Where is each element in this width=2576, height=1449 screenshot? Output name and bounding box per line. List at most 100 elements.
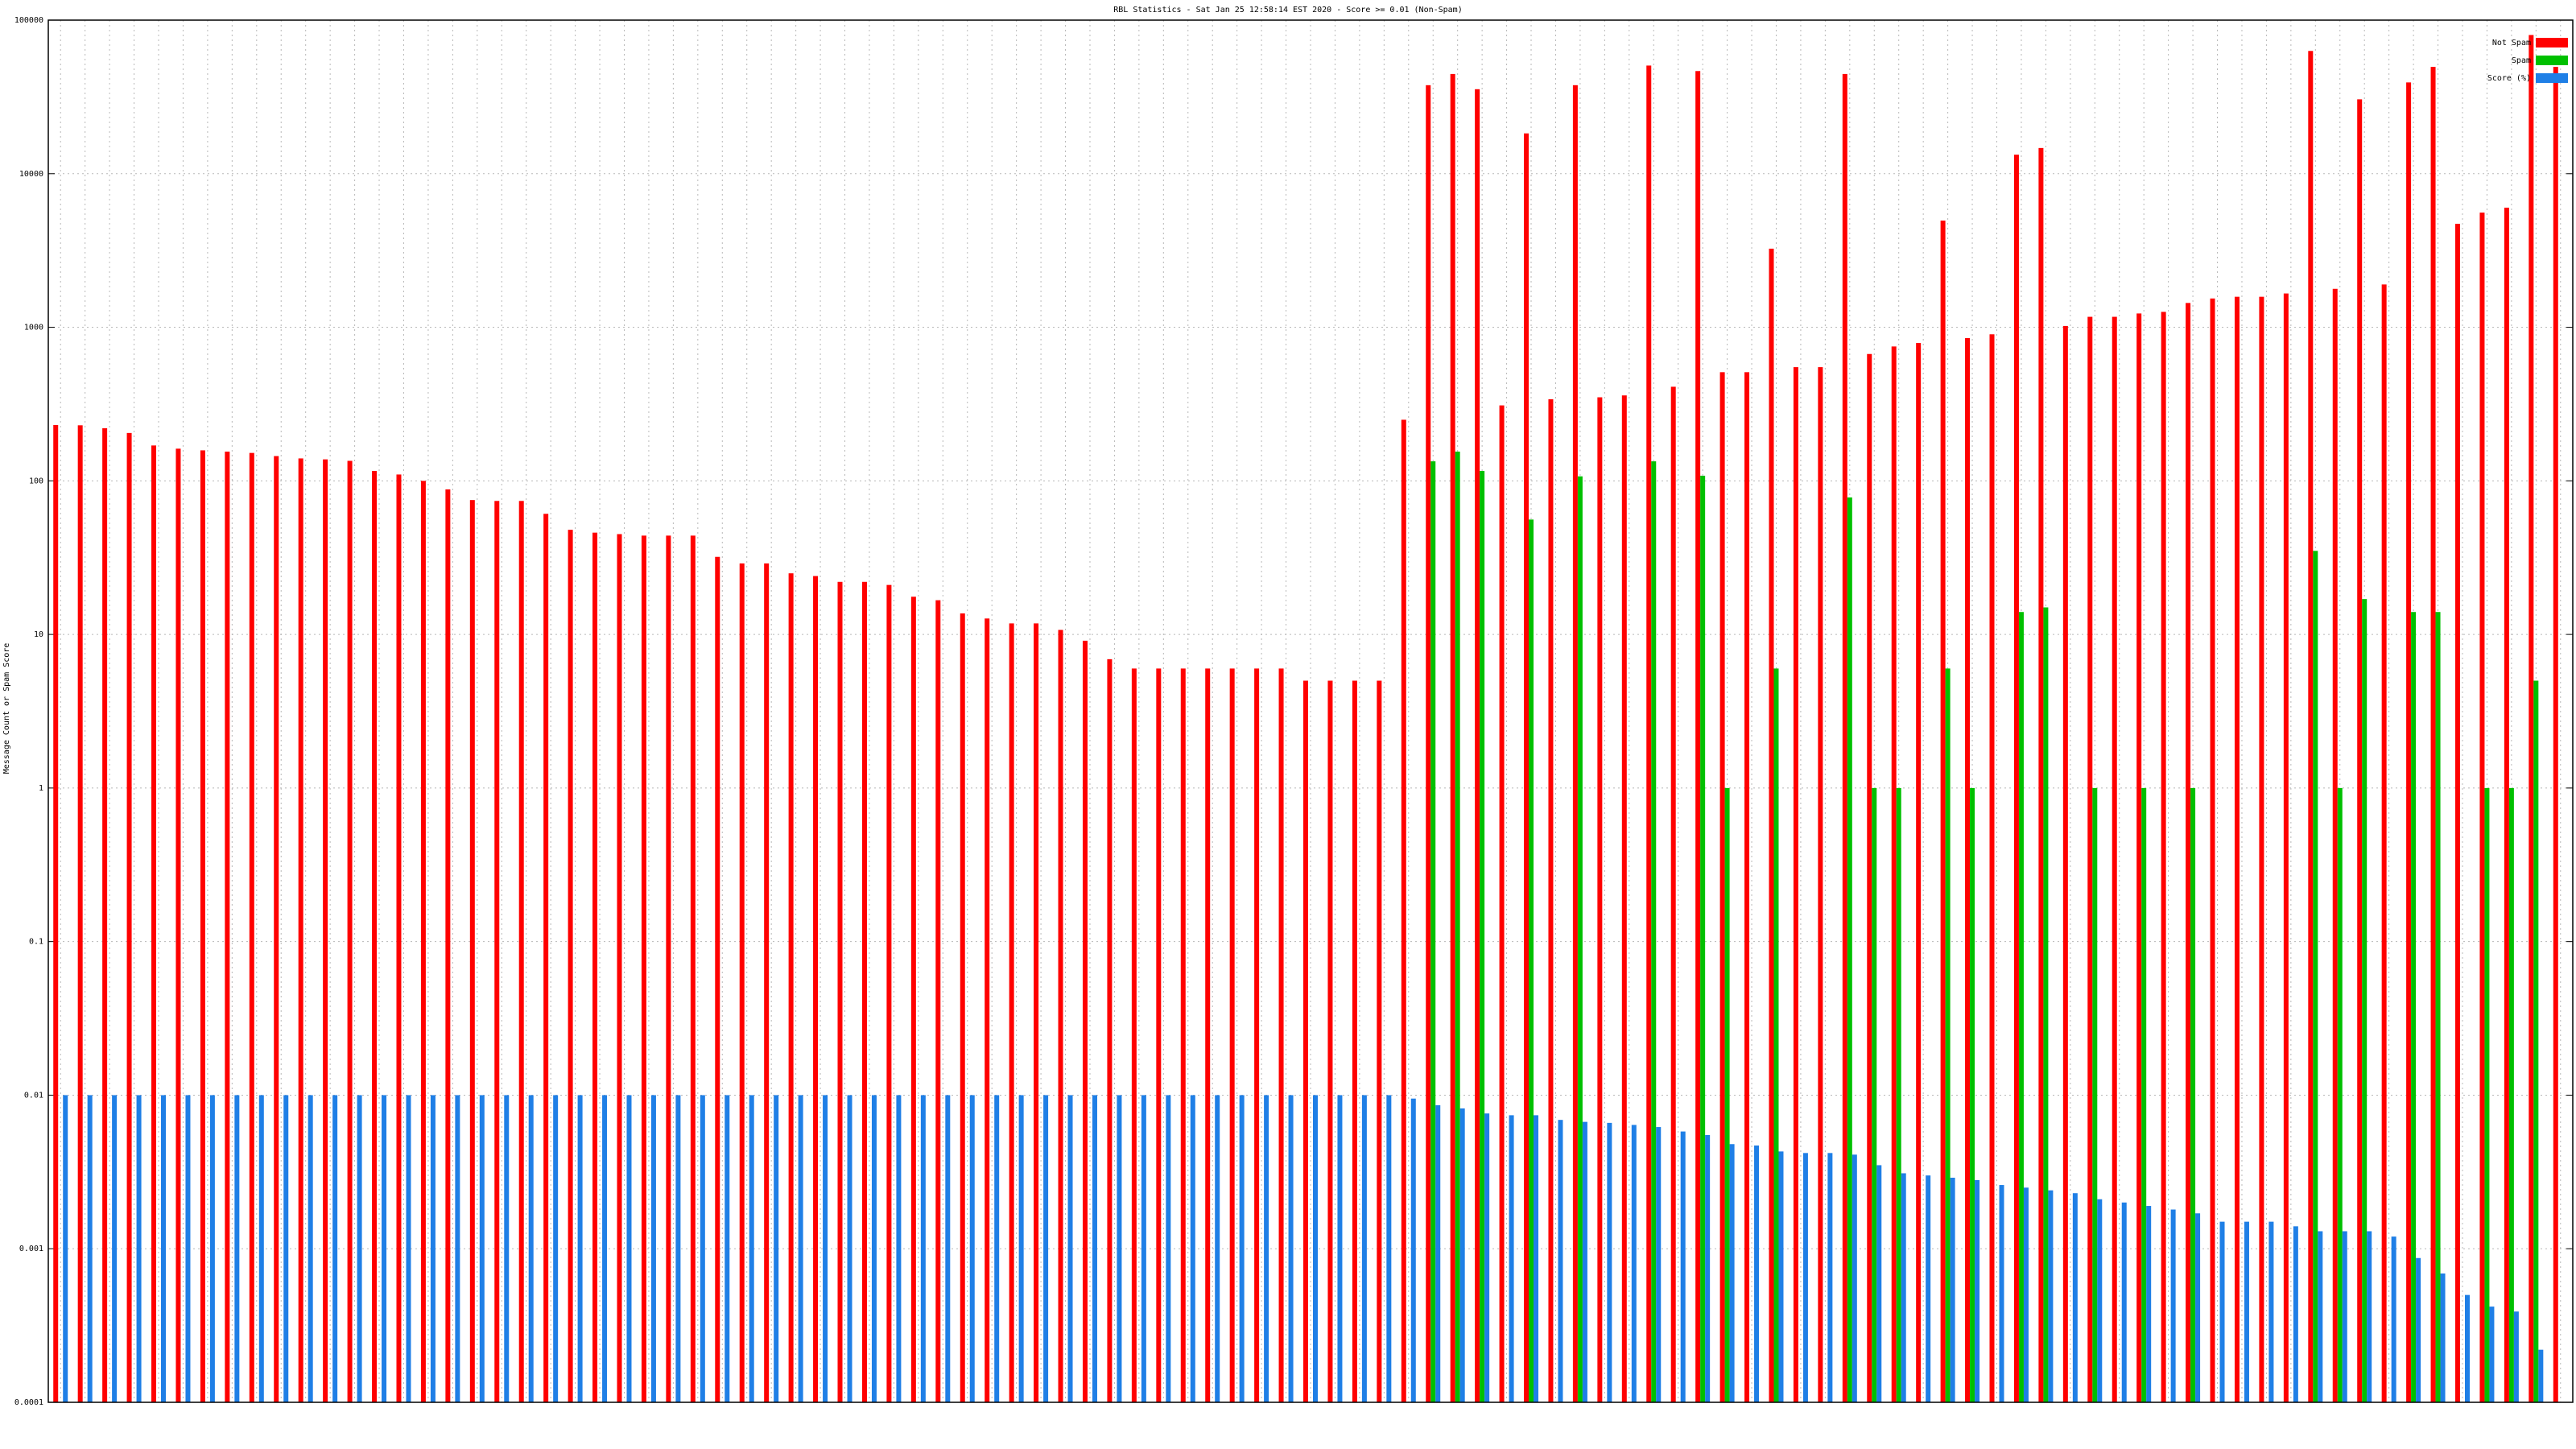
bar [1131,668,1137,1402]
bar [2391,1236,2396,1402]
bar [1205,668,1211,1402]
bar [1754,1146,1760,1402]
bar [813,576,819,1403]
bar [1773,668,1779,1402]
bar [1426,85,1431,1402]
bar [715,556,720,1402]
bar [788,573,794,1402]
bar [1646,65,1652,1402]
bar [1264,1095,1269,1402]
bar [985,618,990,1402]
y-tick-label: 100000 [14,16,43,25]
bar [1651,461,1657,1403]
bar [1793,367,1798,1402]
bar [602,1095,608,1402]
bar [1940,221,1946,1403]
bar [2048,1190,2054,1402]
bar [2513,1311,2519,1402]
bar [2259,296,2264,1402]
bar [2454,223,2460,1402]
bar [1744,372,1750,1402]
bar [2038,147,2044,1403]
bar [2484,787,2490,1402]
bar [1631,1125,1637,1402]
bar [2406,82,2412,1403]
bar [1695,71,1701,1402]
bar [1377,680,1382,1402]
bar [2092,787,2098,1402]
bar [274,456,279,1403]
bar [1724,787,1730,1402]
bar [994,1095,1000,1402]
bar [234,1095,240,1402]
bar [1916,343,1922,1402]
bar [445,489,451,1402]
bar [469,500,475,1402]
bar [1577,476,1583,1402]
bar [136,1095,142,1402]
bar [861,581,867,1402]
legend-label: Spam [2512,56,2531,65]
bar [1852,1154,1857,1402]
bar [1621,395,1627,1403]
bar [2210,298,2215,1402]
bar [577,1095,583,1402]
bar [1484,1113,1490,1402]
bar [700,1095,705,1402]
bar [2489,1307,2495,1402]
bar [2318,1231,2323,1402]
bar [1180,668,1186,1402]
y-tick-label: 0.1 [29,938,43,947]
bar [518,501,524,1402]
y-tick-label: 0.0001 [14,1398,43,1407]
bar [455,1095,460,1402]
bar [2043,607,2049,1402]
bar [2062,325,2068,1403]
bar [298,458,303,1402]
bar [724,1095,730,1402]
bar [1058,630,1063,1402]
bar [102,428,108,1402]
bar [2244,1221,2249,1402]
bar [1067,1095,1073,1402]
bar [63,1095,68,1402]
bar [494,501,500,1402]
bar [2435,612,2441,1402]
bar [2161,312,2166,1402]
bar [2357,99,2363,1402]
bar [1117,1095,1122,1402]
bar [1534,1115,1539,1402]
bar [1435,1104,1441,1402]
bar [1459,1108,1465,1402]
bar [2367,1231,2372,1402]
bar [1239,1095,1245,1402]
bar [592,532,598,1402]
bar [910,597,916,1402]
bar [1847,497,1852,1402]
bar [935,600,941,1402]
bar [1107,658,1113,1402]
bar [200,450,205,1402]
bar [1670,386,1676,1403]
bar [1386,1095,1392,1402]
bar [53,424,59,1402]
bar [1680,1131,1686,1402]
y-tick-label: 10 [34,630,43,639]
bar [161,1095,167,1402]
bar [945,1095,951,1402]
bar [1278,668,1284,1402]
bar [2136,313,2142,1402]
bar [2087,316,2093,1402]
bar [406,1095,411,1402]
bar [1548,398,1554,1402]
bar [1705,1134,1711,1402]
bar [2195,1213,2201,1402]
bar [87,1095,93,1402]
bar [2190,787,2196,1402]
bar [2234,296,2240,1402]
bar [1337,1095,1343,1402]
bar [1034,623,1039,1402]
bar [1926,1175,1931,1402]
bar [1558,1120,1563,1402]
bar [1410,1098,1416,1402]
